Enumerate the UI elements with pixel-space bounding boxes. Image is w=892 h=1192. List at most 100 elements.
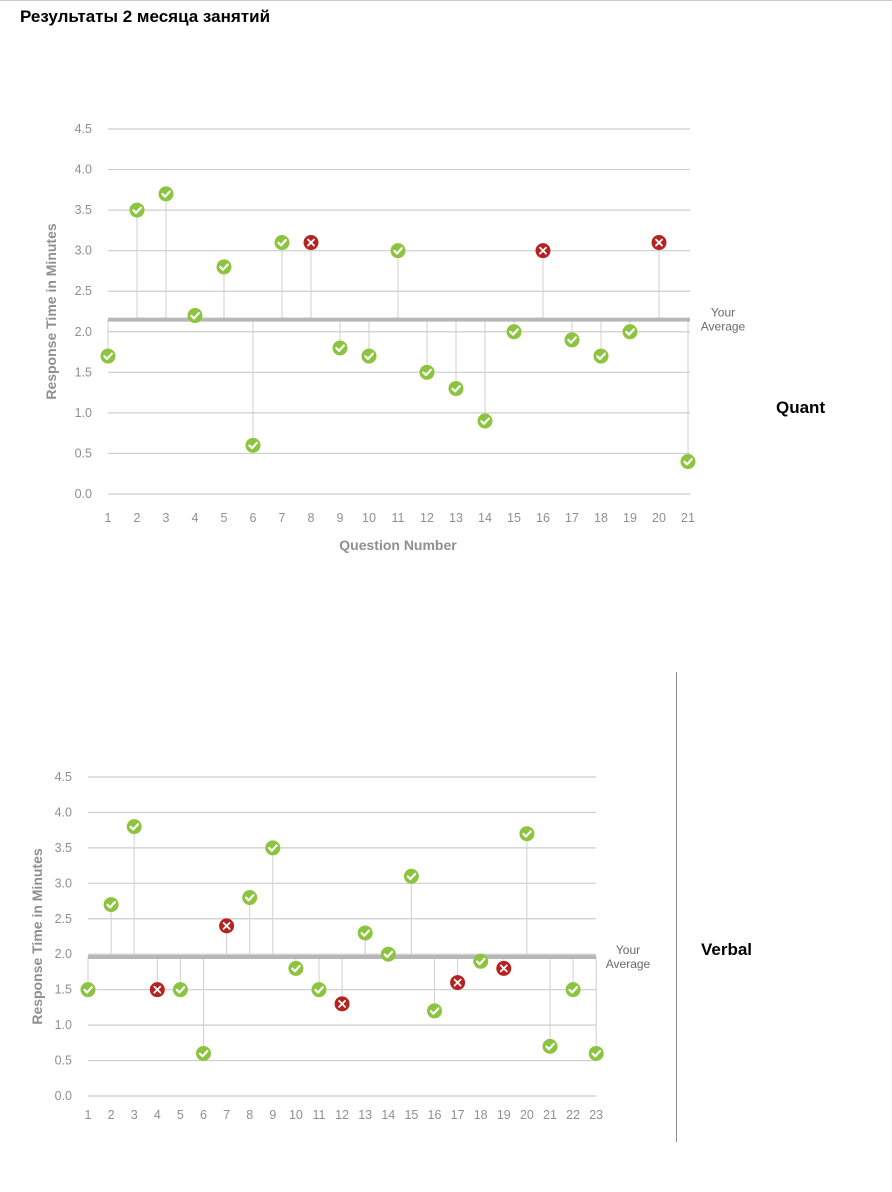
check-icon (335, 344, 345, 352)
check-icon (268, 844, 278, 852)
y-tick-label: 4.5 (55, 770, 72, 784)
x-tick-label: 5 (221, 511, 228, 525)
point-marker (564, 332, 580, 348)
correct-answer-point (332, 340, 348, 356)
x-tick-label: 6 (200, 1108, 207, 1120)
y-axis-label: Response Time in Minutes (29, 848, 45, 1025)
y-tick-label: 1.5 (75, 365, 92, 379)
check-icon (291, 964, 301, 973)
check-icon (509, 328, 519, 336)
point-marker (427, 1003, 442, 1019)
x-tick-label: 1 (85, 1108, 92, 1120)
check-icon (683, 458, 693, 466)
check-icon (190, 312, 200, 320)
check-icon (567, 336, 577, 344)
correct-answer-point (403, 868, 419, 884)
check-icon (429, 1007, 440, 1015)
correct-answer-point (506, 324, 522, 340)
correct-answer-point (274, 235, 290, 251)
x-tick-label: 4 (192, 511, 199, 525)
incorrect-answer-point (219, 918, 235, 934)
x-tick-label: 2 (108, 1108, 115, 1120)
check-icon (522, 830, 532, 838)
point-marker (506, 324, 522, 340)
x-tick-label: 11 (392, 511, 405, 525)
point-marker (311, 982, 327, 998)
vertical-divider (676, 672, 677, 1142)
check-icon (360, 929, 371, 937)
point-marker (103, 897, 119, 913)
point-marker (403, 868, 419, 884)
point-marker (565, 982, 581, 998)
x-tick-label: 6 (250, 511, 257, 525)
correct-answer-point (361, 348, 377, 364)
incorrect-answer-point (450, 975, 466, 991)
point-marker (473, 953, 489, 969)
average-label: Your (616, 943, 640, 957)
incorrect-answer-point (535, 243, 551, 259)
x-tick-label: 16 (536, 511, 550, 525)
point-marker (187, 308, 203, 324)
x-tick-label: 1 (105, 511, 112, 525)
y-axis-label: Response Time in Minutes (43, 223, 59, 400)
x-tick-label: 3 (163, 511, 170, 525)
page-title: Результаты 2 месяца занятий (20, 7, 271, 26)
correct-answer-point (158, 186, 174, 202)
incorrect-answer-point (149, 982, 165, 998)
point-marker (80, 982, 96, 998)
point-marker (357, 925, 373, 941)
x-tick-label: 17 (565, 511, 579, 525)
check-icon (568, 986, 578, 994)
point-marker (380, 946, 396, 962)
check-icon (591, 1049, 602, 1058)
correct-answer-point (419, 364, 435, 380)
x-tick-label: 7 (279, 511, 286, 525)
x-tick-label: 22 (566, 1108, 580, 1120)
x-tick-label: 21 (681, 511, 695, 525)
correct-answer-point (593, 348, 609, 364)
point-marker (680, 454, 696, 470)
top-divider (0, 0, 892, 1)
y-tick-label: 2.0 (75, 325, 92, 339)
point-marker (265, 840, 281, 856)
point-marker (519, 826, 535, 842)
cross-icon (222, 921, 231, 930)
x-tick-label: 12 (420, 511, 434, 525)
correct-answer-point (80, 982, 96, 998)
point-marker (196, 1045, 211, 1061)
cross-icon (539, 246, 547, 255)
check-icon (129, 823, 140, 831)
point-marker (448, 381, 464, 397)
point-marker (332, 340, 348, 356)
y-tick-label: 1.0 (75, 406, 92, 420)
y-tick-label: 4.0 (75, 163, 92, 177)
y-tick-label: 3.0 (55, 876, 72, 890)
check-icon (198, 1049, 209, 1058)
point-marker (419, 364, 435, 380)
correct-answer-point (245, 437, 261, 453)
correct-answer-point (680, 454, 696, 470)
x-tick-label: 15 (507, 511, 521, 525)
correct-answer-point (542, 1038, 558, 1054)
correct-answer-point (126, 819, 142, 835)
check-icon (219, 263, 229, 271)
correct-answer-point (103, 897, 119, 913)
point-marker (172, 982, 188, 998)
point-marker (245, 437, 261, 453)
point-marker (622, 324, 638, 340)
correct-answer-point (477, 413, 493, 429)
x-tick-label: 9 (269, 1108, 276, 1120)
point-marker (216, 259, 232, 275)
x-tick-label: 8 (246, 1108, 253, 1120)
point-marker (477, 413, 493, 429)
correct-answer-point (172, 982, 188, 998)
check-icon (625, 328, 635, 336)
correct-answer-point (311, 982, 327, 998)
x-tick-label: 20 (652, 511, 666, 525)
x-tick-label: 19 (623, 511, 637, 525)
cross-icon (655, 238, 663, 247)
cross-icon (453, 978, 462, 987)
incorrect-answer-point (651, 235, 667, 251)
check-icon (364, 352, 374, 361)
x-tick-label: 21 (543, 1108, 557, 1120)
